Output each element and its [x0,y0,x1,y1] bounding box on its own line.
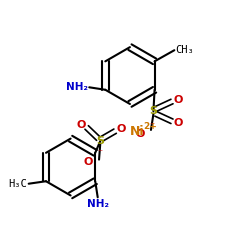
Text: O: O [116,124,126,134]
Text: ⁻: ⁻ [150,121,155,131]
Text: O: O [173,118,182,128]
Text: Ni: Ni [130,125,144,138]
Text: NH₂: NH₂ [66,82,88,92]
Text: O: O [76,120,86,130]
Text: ⁻: ⁻ [98,148,103,158]
Text: O: O [136,129,145,139]
Text: NH₂: NH₂ [87,198,109,208]
Text: O: O [84,157,93,167]
Text: H₃C: H₃C [9,179,28,189]
Text: 2+: 2+ [144,122,158,131]
Text: O: O [173,94,182,104]
Text: S: S [96,136,104,146]
Text: CH₃: CH₃ [176,45,194,55]
Text: S: S [150,106,158,117]
